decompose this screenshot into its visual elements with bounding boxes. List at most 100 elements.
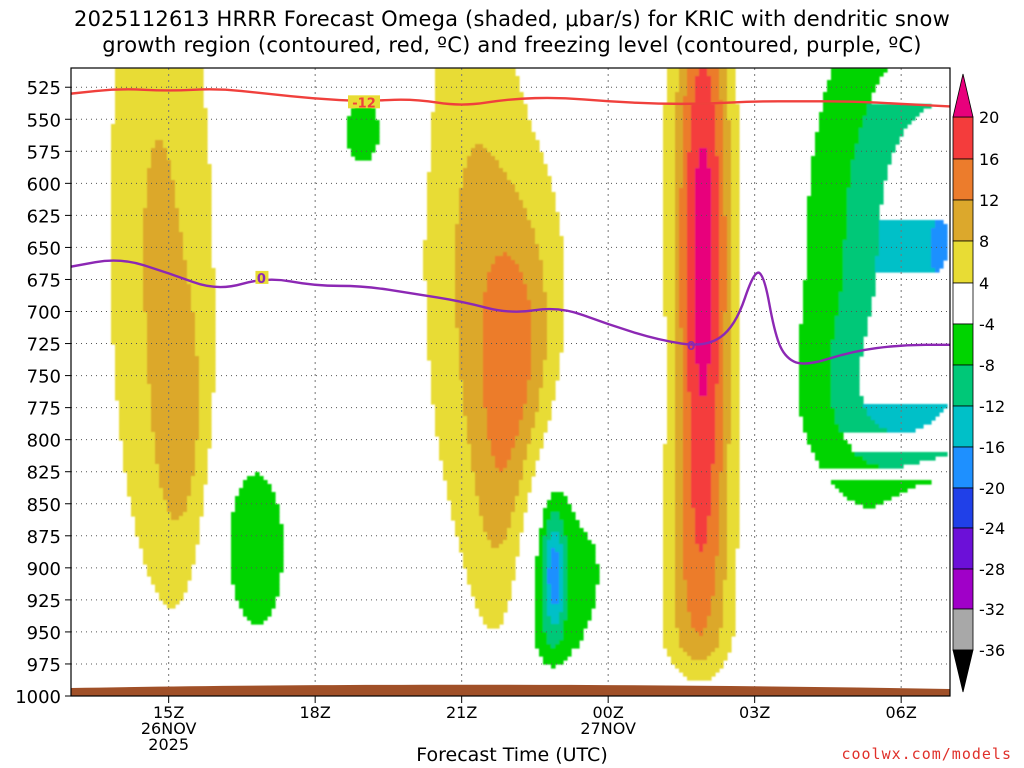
omega-cell bbox=[123, 456, 156, 461]
omega-cell bbox=[695, 224, 712, 229]
omega-cell bbox=[115, 348, 148, 353]
omega-cell bbox=[675, 476, 684, 481]
omega-cell bbox=[555, 644, 580, 649]
omega-cell bbox=[195, 444, 212, 449]
omega-cell bbox=[695, 232, 712, 237]
title-line-2: growth region (contoured, red, ºC) and f… bbox=[102, 33, 922, 57]
omega-cell bbox=[115, 356, 148, 361]
omega-cell bbox=[143, 284, 192, 289]
omega-cell bbox=[435, 432, 468, 437]
omega-cell bbox=[463, 384, 484, 389]
omega-cell bbox=[727, 228, 732, 233]
y-tick-label: 800 bbox=[27, 431, 61, 452]
omega-cell bbox=[543, 592, 548, 597]
omega-cell bbox=[711, 188, 720, 193]
omega-cell bbox=[487, 536, 508, 541]
omega-cell bbox=[143, 252, 184, 257]
omega-cell bbox=[195, 316, 216, 321]
omega-cell bbox=[675, 328, 684, 333]
omega-cell bbox=[679, 264, 688, 269]
omega-cell bbox=[707, 68, 720, 73]
omega-cell bbox=[471, 456, 496, 461]
y-tick-label: 650 bbox=[27, 238, 61, 259]
omega-cell bbox=[547, 604, 564, 609]
omega-cell bbox=[551, 664, 556, 669]
omega-cell bbox=[687, 592, 716, 597]
omega-cell bbox=[663, 204, 676, 209]
omega-cell bbox=[715, 440, 724, 445]
omega-cell bbox=[831, 76, 880, 81]
omega-cell bbox=[707, 520, 720, 525]
omega-cell bbox=[675, 300, 680, 305]
colorbar-label: -12 bbox=[979, 397, 1005, 416]
omega-cell bbox=[543, 280, 564, 285]
omega-cell bbox=[447, 496, 480, 501]
omega-cell bbox=[111, 132, 208, 137]
omega-cell bbox=[675, 576, 684, 581]
omega-cell bbox=[147, 332, 196, 337]
omega-cell bbox=[663, 500, 676, 505]
omega-cell bbox=[111, 204, 148, 209]
omega-cell bbox=[727, 552, 736, 557]
omega-cell bbox=[563, 532, 588, 537]
omega-cell bbox=[111, 188, 148, 193]
omega-cell bbox=[667, 368, 676, 373]
omega-cell bbox=[803, 416, 836, 421]
omega-cell bbox=[455, 296, 484, 301]
omega-cell bbox=[531, 304, 548, 309]
omega-cell bbox=[831, 360, 860, 365]
omega-cell bbox=[235, 496, 276, 501]
omega-cell bbox=[191, 304, 216, 309]
omega-cell bbox=[663, 536, 676, 541]
omega-cell bbox=[547, 596, 552, 601]
omega-cell bbox=[843, 260, 876, 265]
omega-cell bbox=[559, 552, 564, 557]
omega-cell bbox=[183, 248, 212, 253]
omega-cell bbox=[143, 280, 188, 285]
omega-cell bbox=[459, 536, 488, 541]
omega-cell bbox=[427, 324, 456, 329]
omega-cell bbox=[499, 468, 504, 473]
omega-cell bbox=[551, 496, 568, 501]
omega-cell bbox=[667, 404, 676, 409]
omega-cell bbox=[495, 456, 512, 461]
omega-cell bbox=[443, 476, 476, 481]
omega-cell bbox=[675, 304, 680, 309]
omega-cell bbox=[667, 352, 676, 357]
omega-cell bbox=[463, 560, 516, 565]
omega-cell bbox=[727, 232, 732, 237]
omega-cell bbox=[431, 120, 532, 125]
omega-cell bbox=[135, 532, 200, 537]
omega-cell bbox=[731, 372, 740, 377]
omega-cell bbox=[559, 540, 568, 545]
omega-cell bbox=[455, 308, 484, 313]
omega-cell bbox=[671, 660, 724, 665]
omega-cell bbox=[727, 80, 736, 85]
omega-cell bbox=[663, 480, 676, 485]
omega-cell bbox=[839, 296, 872, 301]
omega-cell bbox=[715, 416, 724, 421]
omega-cell bbox=[539, 552, 544, 557]
omega-cell bbox=[231, 536, 284, 541]
omega-cell bbox=[455, 272, 488, 277]
omega-cell bbox=[663, 220, 676, 225]
omega-cell bbox=[807, 204, 848, 209]
omega-cell bbox=[675, 272, 680, 277]
omega-cell bbox=[819, 112, 868, 117]
omega-cell bbox=[111, 136, 208, 141]
omega-cell bbox=[843, 268, 876, 273]
omega-cell bbox=[879, 232, 932, 237]
omega-cell bbox=[851, 184, 884, 189]
omega-cell bbox=[815, 132, 860, 137]
omega-cell bbox=[475, 144, 484, 149]
omega-cell bbox=[531, 220, 560, 225]
omega-cell bbox=[531, 224, 560, 229]
omega-cell bbox=[563, 596, 568, 601]
omega-cell bbox=[195, 312, 216, 317]
omega-cell bbox=[155, 140, 164, 145]
omega-cell bbox=[731, 188, 740, 193]
omega-cell bbox=[547, 316, 564, 321]
omega-cell bbox=[523, 460, 536, 465]
omega-cell bbox=[523, 404, 540, 409]
omega-cell bbox=[711, 264, 720, 269]
